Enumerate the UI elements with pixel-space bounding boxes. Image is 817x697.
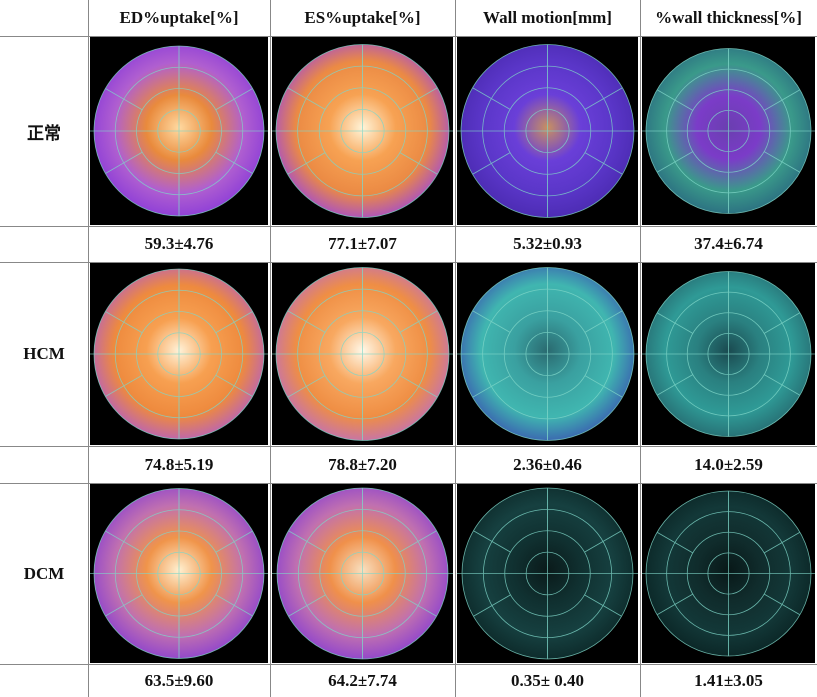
value-cell: 0.35± 0.40 — [455, 664, 640, 697]
polar-map — [457, 37, 638, 225]
value-cell: 1.41±3.05 — [640, 664, 817, 697]
value-cell: 5.32±0.93 — [455, 226, 640, 262]
value-cell: 63.5±9.60 — [88, 664, 270, 697]
column-divider — [88, 0, 89, 697]
row-divider — [0, 664, 817, 665]
value-cell: 37.4±6.74 — [640, 226, 817, 262]
column-header: Wall motion[mm] — [455, 0, 640, 36]
row-label: 正常 — [0, 36, 88, 226]
row-divider — [0, 36, 817, 37]
column-header: ES%uptake[%] — [270, 0, 455, 36]
polar-map — [90, 37, 268, 225]
value-cell: 77.1±7.07 — [270, 226, 455, 262]
row-divider — [0, 483, 817, 484]
polar-map — [457, 263, 638, 445]
polar-map — [272, 37, 453, 225]
row-label: DCM — [0, 483, 88, 664]
polar-map — [272, 484, 453, 663]
column-divider — [270, 0, 271, 697]
value-cell: 2.36±0.46 — [455, 446, 640, 483]
figure: ED%uptake[%]ES%uptake[%]Wall motion[mm]%… — [0, 0, 817, 697]
value-cell: 78.8±7.20 — [270, 446, 455, 483]
column-divider — [455, 0, 456, 697]
polar-map — [642, 37, 815, 225]
row-divider — [0, 446, 817, 447]
column-header: %wall thickness[%] — [640, 0, 817, 36]
row-divider — [0, 262, 817, 263]
value-cell: 59.3±4.76 — [88, 226, 270, 262]
value-cell: 74.8±5.19 — [88, 446, 270, 483]
value-cell: 64.2±7.74 — [270, 664, 455, 697]
polar-map — [642, 263, 815, 445]
column-divider — [640, 0, 641, 697]
value-cell: 14.0±2.59 — [640, 446, 817, 483]
polar-map — [90, 263, 268, 445]
polar-map — [272, 263, 453, 445]
polar-map — [642, 484, 815, 663]
column-header: ED%uptake[%] — [88, 0, 270, 36]
row-divider — [0, 226, 817, 227]
polar-map — [90, 484, 268, 663]
polar-map — [457, 484, 638, 663]
row-label: HCM — [0, 262, 88, 446]
